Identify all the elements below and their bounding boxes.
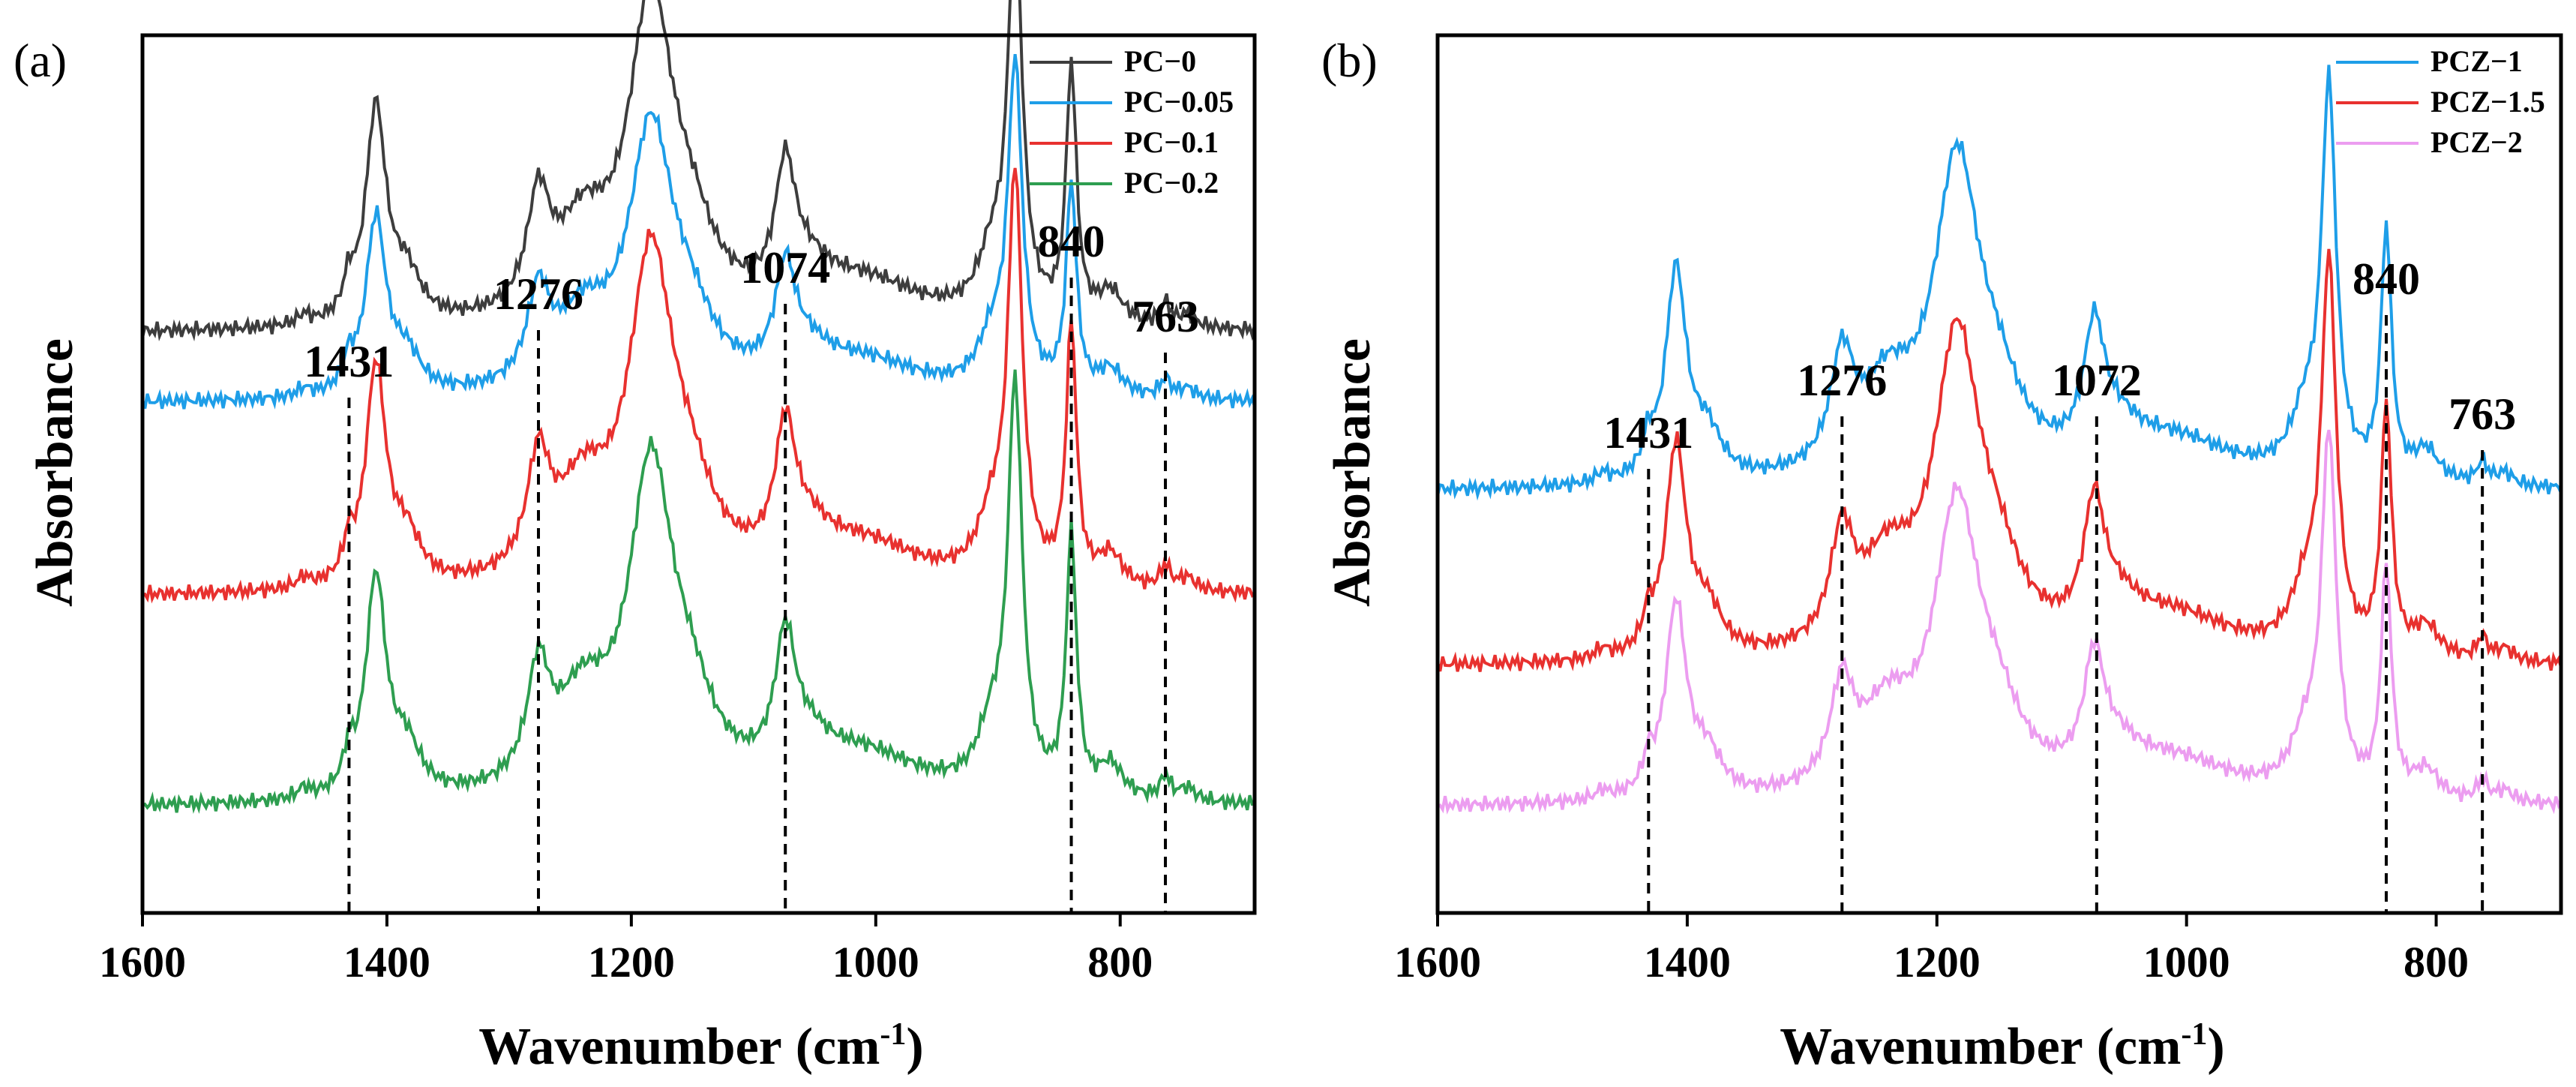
panel-a-x-axis-unit: (cm [796,1018,880,1076]
peak-label-1431: 1431 [1603,408,1693,458]
legend-label-PC-0: PC−0 [1124,44,1196,78]
peak-label-1431: 1431 [304,337,394,386]
panel-a-x-ticks: 1600 1400 1200 1000 800 [99,913,1153,986]
series-line-PCZ-1 [1436,65,2563,501]
panel-a-x-axis-sup: -1 [880,1017,906,1052]
panel-b-plot-frame [1435,33,2563,915]
panel-b-x-axis-unit: (cm [2097,1018,2182,1076]
panel-a-legend: PC−0 PC−0.05 PC−0.1 PC−0.2 [1030,44,1234,200]
x-tick-label-1400: 1400 [343,938,430,986]
peak-label-763: 763 [1132,292,1199,341]
panel-b-x-ticks: 1600 1400 1200 1000 800 [1394,913,2469,986]
x-tick-label-1200: 1200 [588,938,675,986]
legend-label-PCZ-1.5: PCZ−1.5 [2431,85,2545,119]
legend-label-PC-0.05: PC−0.05 [1124,85,1234,119]
legend-label-PCZ-2: PCZ−2 [2431,125,2523,159]
series-line-PCZ-2 [1437,429,2563,815]
panel-b-label: (b) [1321,34,1378,87]
panel-b-x-axis-close: ) [2207,1018,2224,1076]
peak-label-763: 763 [2449,389,2516,439]
panel-a-x-axis-close: ) [906,1018,923,1076]
panel-b: (b) 1431 1276 1072 840 763 1600 1400 1200 1000 8… [1321,33,2563,1076]
panel-b-peak-markers: 1431 1276 1072 840 763 [1603,254,2516,913]
panel-a-y-axis-title: Absorbance [26,338,84,607]
panel-b-curves [1436,65,2563,815]
panel-a-curves [141,0,1256,814]
peak-label-1074: 1074 [740,243,830,293]
x-tick-label-800: 800 [1087,938,1153,986]
legend-label-PC-0.1: PC−0.1 [1124,125,1219,159]
panel-a: (a) 1431 1276 1074 840 763 1600 1400 1200 1000 8… [13,0,1257,1076]
series-line-PC-0 [141,0,1256,342]
panel-a-x-axis-word: Wavenumber [478,1018,781,1076]
peak-label-1276: 1276 [493,269,583,319]
series-line-PC-0.1 [142,167,1256,604]
panel-a-label: (a) [13,34,67,87]
panel-a-x-axis-title: Wavenumber (cm-1) [478,1017,923,1076]
x-tick-label-1600: 1600 [1394,938,1481,986]
x-tick-label-1200: 1200 [1894,938,1981,986]
peak-label-840: 840 [2353,254,2420,304]
legend-label-PCZ-1: PCZ−1 [2431,44,2523,78]
panel-b-x-axis-sup: -1 [2181,1017,2207,1052]
x-tick-label-800: 800 [2404,938,2469,986]
panel-b-x-axis-word: Wavenumber [1780,1018,2083,1076]
series-line-PC-0.2 [142,369,1255,814]
panel-a-peak-markers: 1431 1276 1074 840 763 [304,217,1199,913]
panel-a-plot-frame [140,33,1257,915]
panel-b-legend: PCZ−1 PCZ−1.5 PCZ−2 [2336,44,2545,159]
x-tick-label-1400: 1400 [1644,938,1731,986]
x-tick-label-1600: 1600 [99,938,186,986]
panel-b-x-axis-title: Wavenumber (cm-1) [1780,1017,2224,1076]
series-line-PCZ-1.5 [1436,248,2563,672]
peak-label-1072: 1072 [2052,356,2142,405]
x-tick-label-1000: 1000 [2143,938,2230,986]
x-tick-label-1000: 1000 [832,938,919,986]
series-line-PC-0.05 [141,53,1256,410]
legend-label-PC-0.2: PC−0.2 [1124,166,1219,200]
peak-label-1276: 1276 [1797,356,1887,405]
peak-label-840: 840 [1038,217,1105,266]
panel-b-y-axis-title: Absorbance [1324,338,1381,607]
